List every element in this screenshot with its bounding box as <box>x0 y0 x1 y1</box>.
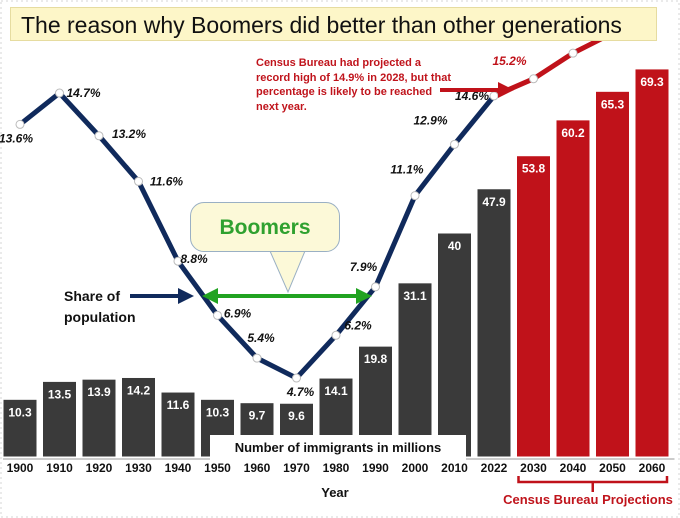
share-point-1920 <box>94 131 104 141</box>
bar-value-label-1970: 9.6 <box>288 409 305 423</box>
projection-bracket <box>517 476 669 484</box>
bar-value-label-1910: 13.5 <box>48 387 72 401</box>
share-point-1950 <box>213 310 222 320</box>
share-label-1970: 4.7% <box>286 385 315 399</box>
bar-2040 <box>555 119 591 458</box>
share-label-line1: Share of <box>64 288 121 304</box>
bar-value-label-1990: 19.8 <box>364 352 388 366</box>
share-label-1960: 5.4% <box>247 331 275 345</box>
x-axis-title: Year <box>321 485 349 500</box>
bar-value-label-2000: 31.1 <box>403 289 427 303</box>
bar-2060 <box>634 68 670 458</box>
x-tick-2040: 2040 <box>560 461 587 475</box>
bar-value-label-1980: 14.1 <box>324 384 348 398</box>
bar-1910 <box>42 380 77 458</box>
share-point-1960 <box>252 353 262 363</box>
share-point-2030 <box>529 74 538 84</box>
x-tick-2050: 2050 <box>599 461 626 475</box>
share-label-1940: 8.8% <box>180 252 208 266</box>
bar-1930 <box>121 376 156 458</box>
share-point-1900 <box>15 119 25 129</box>
share-point-1980 <box>331 330 341 340</box>
bar-1920 <box>81 378 117 458</box>
bar-2030 <box>516 155 551 458</box>
bar-1940 <box>160 391 196 458</box>
x-tick-2030: 2030 <box>520 461 547 475</box>
bar-value-label-1900: 10.3 <box>8 405 32 419</box>
bar-2022 <box>476 188 512 458</box>
bar-value-label-1950: 10.3 <box>206 405 230 419</box>
x-tick-2000: 2000 <box>402 461 429 475</box>
bar-value-label-2040: 60.2 <box>561 126 585 140</box>
bar-value-label-2022: 47.9 <box>482 195 506 209</box>
share-label-2010: 12.9% <box>413 113 447 127</box>
share-point-2010 <box>450 139 459 149</box>
x-tick-1980: 1980 <box>323 461 350 475</box>
share-label-1950: 6.9% <box>224 306 252 320</box>
x-tick-2060: 2060 <box>639 461 666 475</box>
x-tick-1960: 1960 <box>244 461 271 475</box>
share-point-2000 <box>410 191 420 201</box>
bar-2010 <box>437 232 472 458</box>
share-label-1990: 7.9% <box>350 260 378 274</box>
share-label-1920: 13.2% <box>112 127 146 141</box>
x-tick-2022: 2022 <box>481 461 508 475</box>
share-label-1910: 14.7% <box>66 86 100 100</box>
bar-2000 <box>397 282 433 458</box>
share-point-1940 <box>173 256 183 266</box>
bar-value-label-1920: 13.9 <box>87 385 111 399</box>
share-point-1910 <box>55 88 64 98</box>
share-label-1980: 6.2% <box>344 318 372 332</box>
share-of-population-label: Share of population <box>64 286 136 328</box>
bar-value-label-1960: 9.7 <box>249 409 266 423</box>
boomers-callout-pointer <box>269 250 306 294</box>
x-tick-1930: 1930 <box>125 461 152 475</box>
bar-1900 <box>2 398 38 458</box>
x-tick-1910: 1910 <box>46 461 73 475</box>
x-tick-2010: 2010 <box>441 461 468 475</box>
bar-value-label-2060: 69.3 <box>640 75 664 89</box>
bar-2050 <box>595 90 630 458</box>
x-tick-1920: 1920 <box>86 461 113 475</box>
share-label-1930: 11.6% <box>150 174 183 188</box>
x-tick-1950: 1950 <box>204 461 231 475</box>
x-tick-1900: 1900 <box>7 461 34 475</box>
boomers-callout: Boomers <box>190 202 340 252</box>
share-label-2000: 11.1% <box>390 163 423 177</box>
x-tick-1940: 1940 <box>165 461 192 475</box>
share-point-2040 <box>568 48 578 58</box>
share-label-2030: 15.2% <box>492 54 526 68</box>
share-label-line2: population <box>64 309 136 325</box>
bar-value-label-2050: 65.3 <box>601 97 625 111</box>
bar-value-label-2010: 40 <box>448 239 462 253</box>
bar-value-label-1940: 11.6 <box>167 398 190 412</box>
chart-title: The reason why Boomers did better than o… <box>10 7 657 41</box>
x-tick-1970: 1970 <box>283 461 310 475</box>
immigrants-axis-label: Number of immigrants in millions <box>210 435 466 461</box>
share-point-1970 <box>292 373 301 383</box>
bar-value-label-1930: 14.2 <box>127 383 151 397</box>
x-tick-1990: 1990 <box>362 461 389 475</box>
share-point-1930 <box>134 176 143 186</box>
projection-label: Census Bureau Projections <box>503 492 673 507</box>
census-annotation: Census Bureau had projected a record hig… <box>256 57 451 113</box>
share-label-2022: 14.6% <box>455 89 489 103</box>
share-point-2022 <box>489 91 499 101</box>
bar-value-label-2030: 53.8 <box>522 162 546 176</box>
share-point-1990 <box>371 282 380 292</box>
share-label-1900: 13.6% <box>0 131 33 145</box>
